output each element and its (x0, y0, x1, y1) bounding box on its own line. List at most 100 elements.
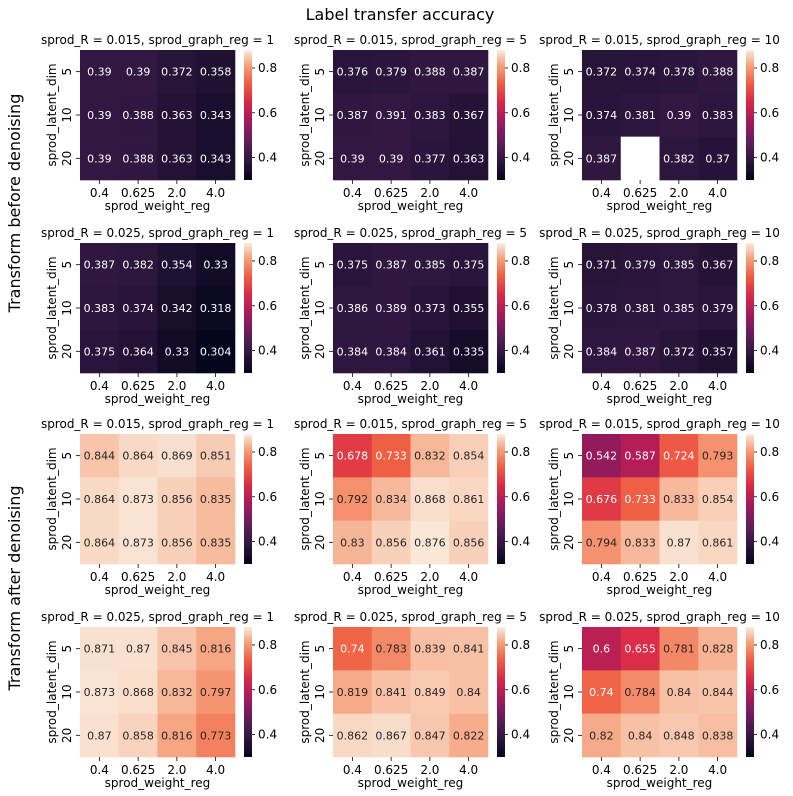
y-tick-label: 10 (313, 491, 327, 506)
y-tick-label: 20 (60, 728, 74, 743)
heatmap-panel: sprod_R = 0.015, sprod_graph_reg = 5 0.67… (294, 417, 530, 597)
x-axis-label: sprod_weight_reg (105, 199, 211, 213)
x-axis-label: sprod_weight_reg (607, 776, 713, 790)
cell-value-label: 0.835 (200, 536, 232, 549)
cell-value-label: 0.343 (200, 109, 232, 122)
heatmap-cell (620, 520, 660, 565)
y-tick-label: 20 (313, 535, 327, 550)
heatmap-cell (371, 670, 411, 714)
cell-value-label: 0.733 (624, 493, 656, 506)
heatmap-panel: sprod_R = 0.025, sprod_graph_reg = 5 0.37… (294, 226, 530, 406)
colorbar-tick-label: 0.4 (258, 728, 277, 742)
heatmap-cell (410, 434, 450, 478)
colorbar (497, 50, 505, 180)
x-tick-label: 4.0 (459, 186, 478, 200)
heatmap-cell (157, 477, 197, 521)
y-axis-label: sprod_latent_dim (45, 447, 59, 550)
heatmap-cell (698, 477, 738, 521)
heatmap-cell (80, 627, 120, 671)
x-tick-label: 0.625 (374, 763, 408, 777)
heatmap-cell (659, 670, 699, 714)
heatmap-cell (449, 477, 489, 521)
colorbar-tick-label: 0.8 (511, 638, 530, 652)
x-axis-label: sprod_weight_reg (358, 583, 464, 597)
y-tick-label: 5 (60, 645, 74, 653)
heatmap-cell (620, 477, 660, 521)
y-tick-label: 10 (313, 300, 327, 315)
heatmap-cell (371, 520, 411, 565)
x-tick-label: 0.4 (90, 570, 109, 584)
heatmap-cell (410, 520, 450, 565)
cell-value-label: 0.841 (453, 643, 485, 656)
heatmap-cell (118, 50, 158, 94)
cell-value-label: 0.358 (200, 66, 232, 79)
x-tick-label: 2.0 (167, 379, 186, 393)
cell-value-label: 0.363 (161, 152, 193, 165)
heatmap-cell (80, 520, 120, 565)
y-axis-label: sprod_latent_dim (45, 640, 59, 743)
y-tick-label: 5 (562, 261, 576, 269)
y-tick-label: 20 (60, 535, 74, 550)
heatmap-cell (410, 50, 450, 94)
heatmap-cell (410, 627, 450, 671)
x-axis-label: sprod_weight_reg (105, 583, 211, 597)
cell-value-label: 0.374 (586, 109, 618, 122)
heatmap-cell (118, 713, 158, 758)
cell-value-label: 0.387 (453, 66, 485, 79)
heatmap-cell (582, 713, 622, 758)
heatmap-cell (333, 713, 373, 758)
y-tick-label: 5 (313, 645, 327, 653)
x-tick-label: 2.0 (167, 186, 186, 200)
x-tick-label: 4.0 (459, 379, 478, 393)
cell-value-label: 0.797 (200, 686, 232, 699)
cell-value-label: 0.838 (702, 729, 734, 742)
x-tick-label: 4.0 (708, 763, 727, 777)
heatmap-cell (659, 520, 699, 565)
colorbar-tick-label: 0.4 (511, 151, 530, 165)
colorbar-tick-label: 0.8 (511, 445, 530, 459)
colorbar-tick-label: 0.8 (511, 254, 530, 268)
heatmap-cell (620, 93, 660, 137)
cell-value-label: 0.773 (200, 729, 232, 742)
x-axis-label: sprod_weight_reg (358, 392, 464, 406)
heatmap-cell (659, 329, 699, 374)
x-tick-label: 0.4 (90, 186, 109, 200)
heatmap-cell (620, 713, 660, 758)
heatmap-cell (371, 50, 411, 94)
y-axis-label: sprod_latent_dim (298, 256, 312, 359)
cell-value-label: 0.376 (337, 66, 369, 79)
colorbar-tick-label: 0.8 (258, 61, 277, 75)
heatmap-cell (582, 670, 622, 714)
heatmap-cell (333, 627, 373, 671)
heatmap-panel: sprod_R = 0.025, sprod_graph_reg = 1 0.87… (41, 610, 277, 790)
heatmap-cell (449, 627, 489, 671)
cell-value-label: 0.383 (702, 109, 734, 122)
heatmap-cell (659, 286, 699, 330)
heatmap-cell (659, 50, 699, 94)
x-tick-label: 0.4 (343, 570, 362, 584)
heatmap-cell (196, 329, 236, 374)
cell-value-label: 0.854 (702, 493, 734, 506)
x-tick-label: 2.0 (420, 570, 439, 584)
cell-value-label: 0.381 (624, 302, 656, 315)
cell-value-label: 0.832 (414, 450, 446, 463)
heatmap-cell (80, 434, 120, 478)
cell-value-label: 0.84 (667, 686, 692, 699)
y-tick-label: 10 (562, 684, 576, 699)
heatmap-cell (659, 627, 699, 671)
y-tick-label: 5 (313, 452, 327, 460)
heatmap-cell (157, 93, 197, 137)
colorbar-tick-label: 0.6 (511, 106, 530, 120)
heatmap-cell (118, 329, 158, 374)
y-axis-label: sprod_latent_dim (45, 63, 59, 166)
x-tick-label: 0.4 (90, 379, 109, 393)
heatmap-cell (371, 243, 411, 287)
x-tick-label: 0.625 (623, 186, 657, 200)
cell-value-label: 0.835 (200, 493, 232, 506)
heatmap-cell (157, 434, 197, 478)
heatmap-panel: sprod_R = 0.025, sprod_graph_reg = 10 0.6… (539, 610, 780, 790)
heatmap-cell (371, 286, 411, 330)
cell-value-label: 0.781 (663, 643, 695, 656)
x-axis-label: sprod_weight_reg (607, 199, 713, 213)
panel-title: sprod_R = 0.015, sprod_graph_reg = 10 (539, 417, 780, 431)
